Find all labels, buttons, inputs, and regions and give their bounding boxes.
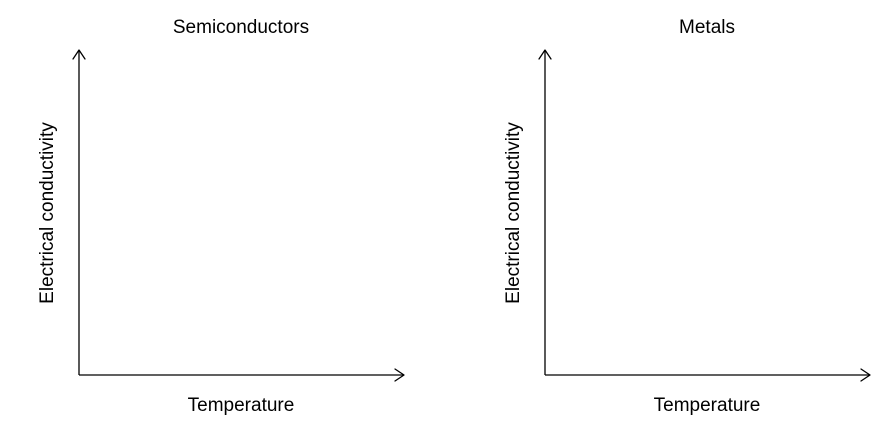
panel-semiconductors: Semiconductors Temperature Electrical co… — [37, 17, 405, 416]
y-axis-label: Electrical conductivity — [503, 122, 524, 304]
y-axis-arrow-icon — [538, 49, 552, 60]
panel-title: Semiconductors — [173, 17, 309, 38]
x-axis-arrow-icon — [394, 368, 405, 382]
y-axis-arrow-icon — [72, 49, 86, 60]
x-axis-arrow-icon — [860, 368, 871, 382]
y-axis-label: Electrical conductivity — [37, 122, 58, 304]
x-axis-label: Temperature — [188, 395, 295, 416]
panel-metals: Metals Temperature Electrical conductivi… — [503, 17, 871, 416]
panel-title: Metals — [679, 17, 735, 38]
x-axis-label: Temperature — [654, 395, 761, 416]
